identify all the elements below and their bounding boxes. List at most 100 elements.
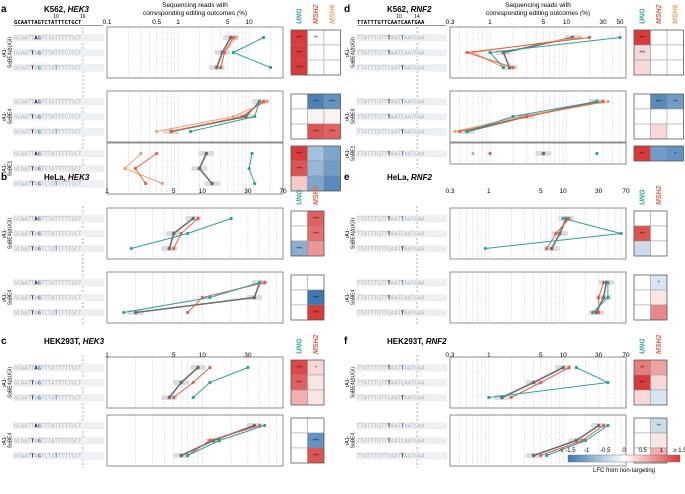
nucleotide: T xyxy=(55,439,59,445)
significance-mark: *** xyxy=(329,100,335,106)
nucleotide: C xyxy=(17,424,20,430)
sequence-highlight xyxy=(13,34,104,42)
legend-colorbar xyxy=(567,454,681,463)
nucleotide: G xyxy=(38,152,42,158)
nucleotide: T xyxy=(44,217,48,223)
data-point-msh2 xyxy=(219,65,223,70)
nucleotide: T xyxy=(411,232,415,238)
nucleotide: A xyxy=(51,115,55,121)
outcome-sequence: GCAATTAGTTTATTTCTGCT xyxy=(14,296,82,302)
nucleotide: T xyxy=(360,130,364,136)
sequence-highlight xyxy=(356,309,447,317)
nucleotide: A xyxy=(364,51,368,57)
axis-tick-label: 5 xyxy=(539,352,543,359)
header-line2: corresponding editing outcomes (%) xyxy=(143,10,247,17)
plot-frame xyxy=(106,142,284,195)
nucleotide: C xyxy=(75,100,78,106)
nucleotide: T xyxy=(65,281,69,287)
nucleotide: A xyxy=(421,51,425,57)
nucleotide: T xyxy=(78,454,82,460)
nucleotide: C xyxy=(44,66,47,72)
sequence-highlight xyxy=(356,279,447,287)
nucleotide: A xyxy=(418,51,422,57)
nucleotide: T xyxy=(401,36,405,42)
data-point-ctrl xyxy=(204,151,209,156)
nucleotide: T xyxy=(65,396,69,402)
nucleotide: A xyxy=(404,66,408,72)
nucleotide: C xyxy=(65,439,68,445)
nucleotide: T xyxy=(384,51,388,57)
significance-mark: ** xyxy=(314,36,318,42)
nucleotide: A xyxy=(51,51,55,57)
nucleotide: G xyxy=(414,439,418,445)
nucleotide: G xyxy=(38,36,42,42)
nucleotide: A xyxy=(408,396,412,402)
nucleotide: G xyxy=(71,296,75,302)
data-point-ctrl xyxy=(179,453,184,458)
nucleotide: T xyxy=(374,454,378,460)
axis-tick-label: 0.5 xyxy=(152,19,161,26)
editor-label-line1: rA1- xyxy=(345,228,351,238)
nucleotide: A xyxy=(408,152,412,158)
outcome-sequence: TTATTTGTTTAATTAATGAA xyxy=(357,424,425,430)
nucleotide: T xyxy=(357,217,361,223)
significance-mark: *** xyxy=(313,130,319,136)
data-point-msh2 xyxy=(258,423,262,428)
nucleotide: G xyxy=(14,381,18,387)
nucleotide: A xyxy=(51,296,55,302)
nucleotide: T xyxy=(41,454,45,460)
nucleotide: A xyxy=(408,366,412,372)
data-point-ctrl xyxy=(197,166,202,171)
header-line2: corresponding editing outcomes (%) xyxy=(486,10,590,17)
nucleotide: C xyxy=(65,232,68,238)
nucleotide: T xyxy=(374,152,378,158)
nucleotide: T xyxy=(371,100,375,106)
nucleotide: T xyxy=(367,217,371,223)
nucleotide: T xyxy=(398,247,402,253)
series-line-ung xyxy=(232,37,271,68)
nucleotide: G xyxy=(38,424,42,430)
data-point-msh6 xyxy=(234,35,238,40)
nucleotide: T xyxy=(357,51,361,57)
nucleotide: T xyxy=(360,152,364,158)
nucleotide: T xyxy=(360,439,364,445)
axis-tick-label: 1 xyxy=(487,352,491,359)
nucleotide: T xyxy=(58,51,62,57)
significance-mark: ** xyxy=(640,366,644,372)
nucleotide: T xyxy=(398,152,402,158)
nucleotide: T xyxy=(384,66,388,72)
nucleotide: G xyxy=(14,66,18,72)
nucleotide: A xyxy=(51,281,55,287)
nucleotide: A xyxy=(421,232,425,238)
nucleotide: T xyxy=(78,247,82,253)
nucleotide: T xyxy=(360,311,364,317)
nucleotide: T xyxy=(367,130,371,136)
nucleotide: T xyxy=(44,232,48,238)
nucleotide: T xyxy=(65,366,69,372)
nucleotide: T xyxy=(398,100,402,106)
nucleotide: T xyxy=(398,366,402,372)
nucleotide: T xyxy=(381,439,385,445)
sequence-highlight xyxy=(13,452,104,460)
data-point-ctrl xyxy=(228,35,233,40)
nucleotide: G xyxy=(38,217,42,223)
panel-gene: HEK3 xyxy=(68,173,90,182)
nucleotide: T xyxy=(58,366,62,372)
sequence-highlight xyxy=(356,422,447,430)
nucleotide: T xyxy=(48,130,52,136)
nucleotide: T xyxy=(367,281,371,287)
nucleotide: G xyxy=(71,232,75,238)
nucleotide: T xyxy=(68,217,72,223)
nucleotide: A xyxy=(404,51,408,57)
nucleotide: C xyxy=(75,247,78,253)
nucleotide: G xyxy=(14,281,18,287)
data-point-ctrl xyxy=(594,310,599,315)
nucleotide: G xyxy=(38,100,42,106)
nucleotide: A xyxy=(421,396,425,402)
nucleotide: T xyxy=(384,100,388,106)
nucleotide: A xyxy=(24,217,28,223)
nucleotide: T xyxy=(357,396,361,402)
nucleotide: T xyxy=(61,311,65,317)
nucleotide: T xyxy=(55,366,59,372)
nucleotide: C xyxy=(75,454,78,460)
